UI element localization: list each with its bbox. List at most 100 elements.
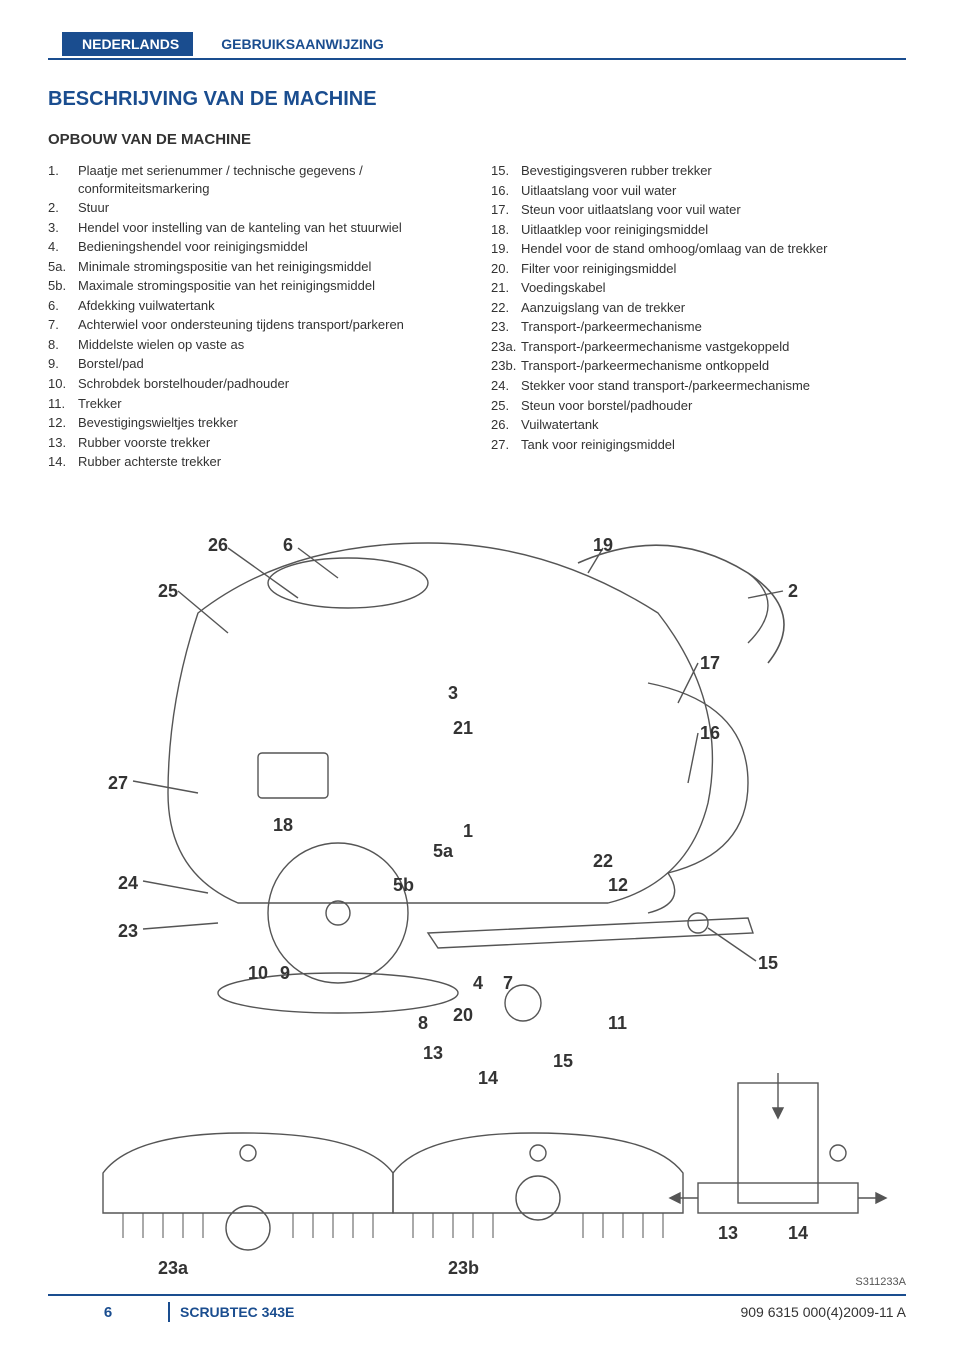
diagram-callout: 19	[593, 535, 613, 556]
diagram-callout: 11	[608, 1013, 627, 1034]
parts-list-item: 8.Middelste wielen op vaste as	[48, 336, 463, 354]
machine-diagram: 266192521732116271815a22245b122310947152…	[48, 503, 906, 1263]
part-description: Schrobdek borstelhouder/padhouder	[78, 375, 289, 393]
part-description: Hendel voor de stand omhoog/omlaag van d…	[521, 240, 827, 258]
parts-list-item: 14.Rubber achterste trekker	[48, 453, 463, 471]
parts-list-item: 10.Schrobdek borstelhouder/padhouder	[48, 375, 463, 393]
part-number: 10.	[48, 375, 78, 393]
section-subtitle: OPBOUW VAN DE MACHINE	[48, 131, 906, 148]
parts-list-item: 18.Uitlaatklep voor reinigingsmiddel	[491, 221, 906, 239]
part-number: 5a.	[48, 258, 78, 276]
part-description: Transport-/parkeermechanisme ontkoppeld	[521, 357, 769, 375]
footer: 6 SCRUBTEC 343E 909 6315 000(4)2009-11 A	[48, 1294, 906, 1322]
page-number: 6	[48, 1304, 168, 1321]
parts-list-item: 23a.Transport-/parkeermechanisme vastgek…	[491, 338, 906, 356]
diagram-callout: 14	[478, 1068, 498, 1089]
part-number: 24.	[491, 377, 521, 395]
part-description: Stekker voor stand transport-/parkeermec…	[521, 377, 810, 395]
parts-list-item: 1.Plaatje met serienummer / technische g…	[48, 162, 463, 197]
part-number: 11.	[48, 395, 78, 413]
part-number: 15.	[491, 162, 521, 180]
part-number: 20.	[491, 260, 521, 278]
diagram-callout: 3	[448, 683, 458, 704]
diagram-callout: 13	[423, 1043, 443, 1064]
parts-list-left: 1.Plaatje met serienummer / technische g…	[48, 162, 463, 471]
part-description: Transport-/parkeermechanisme vastgekoppe…	[521, 338, 789, 356]
part-description: Tank voor reinigingsmiddel	[521, 436, 675, 454]
parts-list-item: 21.Voedingskabel	[491, 279, 906, 297]
part-number: 18.	[491, 221, 521, 239]
part-number: 13.	[48, 434, 78, 452]
part-number: 23.	[491, 318, 521, 336]
diagram-callout: 24	[118, 873, 138, 894]
parts-list-item: 15.Bevestigingsveren rubber trekker	[491, 162, 906, 180]
part-number: 17.	[491, 201, 521, 219]
parts-list-item: 6.Afdekking vuilwatertank	[48, 297, 463, 315]
part-number: 23a.	[491, 338, 521, 356]
diagram-callout: 1	[463, 821, 473, 842]
part-description: Hendel voor instelling van de kanteling …	[78, 219, 402, 237]
doc-type-label: GEBRUIKSAANWIJZING	[221, 36, 384, 52]
part-description: Bedieningshendel voor reinigingsmiddel	[78, 238, 308, 256]
diagram-callout: 5b	[393, 875, 414, 896]
diagram-callout: 20	[453, 1005, 473, 1026]
parts-list-item: 24.Stekker voor stand transport-/parkeer…	[491, 377, 906, 395]
part-number: 6.	[48, 297, 78, 315]
part-description: Vuilwatertank	[521, 416, 599, 434]
diagram-callout: 7	[503, 973, 513, 994]
diagram-callout: 5a	[433, 841, 453, 862]
part-description: Voedingskabel	[521, 279, 606, 297]
part-number: 14.	[48, 453, 78, 471]
part-description: Trekker	[78, 395, 122, 413]
part-number: 25.	[491, 397, 521, 415]
part-description: Rubber achterste trekker	[78, 453, 221, 471]
diagram-callout: 12	[608, 875, 628, 896]
parts-list-item: 20.Filter voor reinigingsmiddel	[491, 260, 906, 278]
diagram-callout: 10	[248, 963, 268, 984]
part-description: Minimale stromingspositie van het reinig…	[78, 258, 371, 276]
part-number: 9.	[48, 355, 78, 373]
part-number: 16.	[491, 182, 521, 200]
part-number: 3.	[48, 219, 78, 237]
diagram-callout: 16	[700, 723, 720, 744]
document-code: 909 6315 000(4)2009-11 A	[740, 1304, 906, 1320]
part-number: 21.	[491, 279, 521, 297]
parts-list-item: 3.Hendel voor instelling van de kantelin…	[48, 219, 463, 237]
parts-list-item: 17.Steun voor uitlaatslang voor vuil wat…	[491, 201, 906, 219]
part-description: Uitlaatslang voor vuil water	[521, 182, 676, 200]
parts-list-item: 23b.Transport-/parkeermechanisme ontkopp…	[491, 357, 906, 375]
parts-columns: 1.Plaatje met serienummer / technische g…	[48, 162, 906, 473]
part-number: 22.	[491, 299, 521, 317]
part-description: Maximale stromingspositie van het reinig…	[78, 277, 375, 295]
diagram-callout: 15	[553, 1051, 573, 1072]
diagram-callout: 21	[453, 718, 473, 739]
part-description: Bevestigingswieltjes trekker	[78, 414, 238, 432]
part-description: Bevestigingsveren rubber trekker	[521, 162, 712, 180]
part-description: Steun voor borstel/padhouder	[521, 397, 692, 415]
parts-list-item: 22.Aanzuigslang van de trekker	[491, 299, 906, 317]
part-number: 4.	[48, 238, 78, 256]
part-number: 2.	[48, 199, 78, 217]
parts-list-item: 5a.Minimale stromingspositie van het rei…	[48, 258, 463, 276]
diagram-callout: 8	[418, 1013, 428, 1034]
parts-list-item: 4.Bedieningshendel voor reinigingsmiddel	[48, 238, 463, 256]
parts-list-item: 5b.Maximale stromingspositie van het rei…	[48, 277, 463, 295]
page-title: BESCHRIJVING VAN DE MACHINE	[48, 88, 906, 111]
part-description: Stuur	[78, 199, 109, 217]
part-number: 23b.	[491, 357, 521, 375]
part-number: 12.	[48, 414, 78, 432]
parts-list-item: 25.Steun voor borstel/padhouder	[491, 397, 906, 415]
part-number: 1.	[48, 162, 78, 197]
language-tab: NEDERLANDS	[62, 32, 193, 56]
part-number: 5b.	[48, 277, 78, 295]
parts-list-item: 2.Stuur	[48, 199, 463, 217]
part-description: Plaatje met serienummer / technische geg…	[78, 162, 463, 197]
part-description: Borstel/pad	[78, 355, 144, 373]
header-bar: NEDERLANDS GEBRUIKSAANWIJZING	[48, 32, 906, 60]
parts-list-item: 16.Uitlaatslang voor vuil water	[491, 182, 906, 200]
diagram-callout: 15	[758, 953, 778, 974]
parts-list-item: 19.Hendel voor de stand omhoog/omlaag va…	[491, 240, 906, 258]
part-description: Aanzuigslang van de trekker	[521, 299, 685, 317]
diagram-callout: 22	[593, 851, 613, 872]
parts-list-item: 27.Tank voor reinigingsmiddel	[491, 436, 906, 454]
